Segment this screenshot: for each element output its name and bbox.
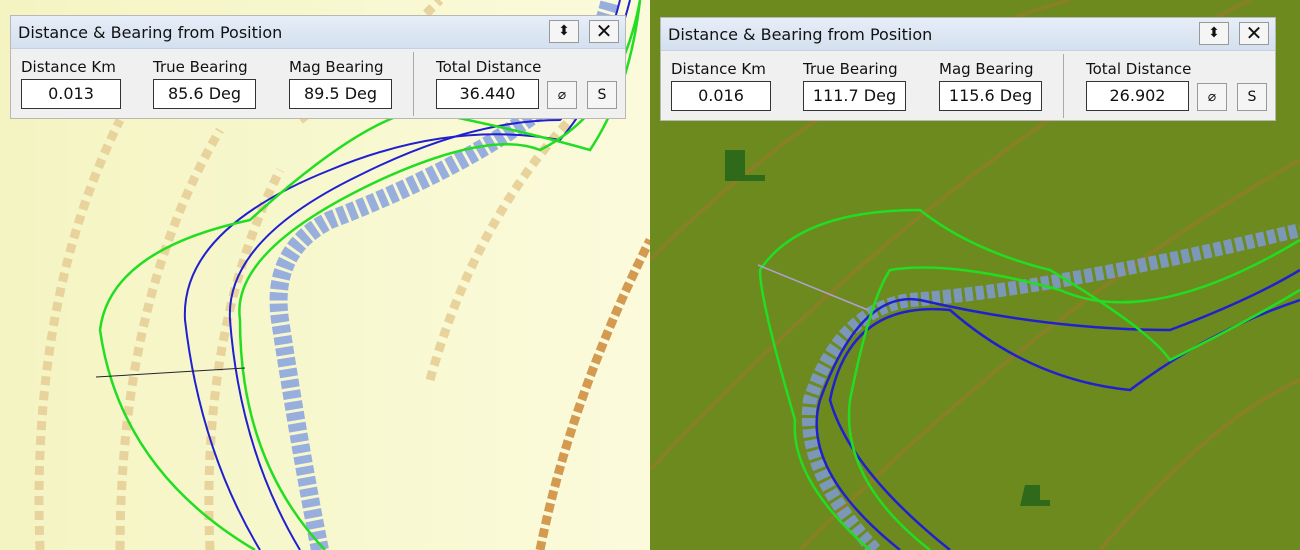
field-value: 0.016 <box>671 81 771 111</box>
field-value: 0.013 <box>21 79 121 109</box>
field-value: 89.5 Deg <box>289 79 392 109</box>
dialog: Distance & Bearing from Position ⬍ ✕ Distan… <box>10 15 626 119</box>
dialog-title: Distance & Bearing from Position <box>668 25 933 44</box>
dialog: Distance & Bearing from Position ⬍ ✕ Distan… <box>660 17 1276 121</box>
erase-button[interactable]: ⌀ <box>1197 83 1227 111</box>
field-label: Mag Bearing <box>939 60 1034 78</box>
field-value: 85.6 Deg <box>153 79 256 109</box>
title-bar: Distance & Bearing from Position ⬍ ✕ <box>11 16 625 49</box>
separator <box>413 52 414 116</box>
collapse-button[interactable]: ⬍ <box>1199 22 1229 45</box>
field-label: True Bearing <box>803 60 898 78</box>
total-label: Total Distance <box>436 58 542 76</box>
collapse-button[interactable]: ⬍ <box>549 20 579 43</box>
save-button[interactable]: S <box>587 81 617 109</box>
title-bar: Distance & Bearing from Position ⬍ ✕ <box>661 18 1275 51</box>
erase-button[interactable]: ⌀ <box>547 81 577 109</box>
field-value: 115.6 Deg <box>939 81 1042 111</box>
separator <box>1063 54 1064 118</box>
total-label: Total Distance <box>1086 60 1192 78</box>
close-button[interactable]: ✕ <box>1239 22 1269 45</box>
dialog-title: Distance & Bearing from Position <box>18 23 283 42</box>
field-value: 111.7 Deg <box>803 81 906 111</box>
total-value: 36.440 <box>436 79 539 109</box>
total-value: 26.902 <box>1086 81 1189 111</box>
field-label: Mag Bearing <box>289 58 384 76</box>
field-label: True Bearing <box>153 58 248 76</box>
field-label: Distance Km <box>21 58 116 76</box>
close-button[interactable]: ✕ <box>589 20 619 43</box>
save-button[interactable]: S <box>1237 83 1267 111</box>
field-label: Distance Km <box>671 60 766 78</box>
